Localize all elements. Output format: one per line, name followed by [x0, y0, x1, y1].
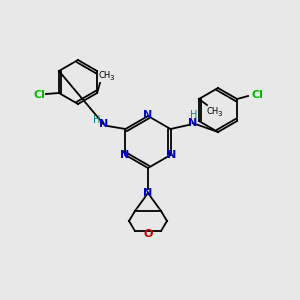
Text: 3: 3: [218, 111, 222, 117]
Text: O: O: [143, 229, 153, 239]
Text: Cl: Cl: [251, 90, 263, 100]
Text: N: N: [167, 150, 176, 160]
Text: H: H: [190, 110, 197, 120]
Text: H: H: [93, 115, 100, 125]
Text: N: N: [120, 150, 129, 160]
Text: Cl: Cl: [33, 90, 45, 100]
Text: N: N: [188, 118, 197, 128]
Text: 3: 3: [110, 75, 114, 81]
Text: CH: CH: [207, 106, 219, 116]
Text: N: N: [99, 119, 108, 129]
Text: N: N: [143, 188, 153, 198]
Text: N: N: [143, 110, 153, 120]
Text: CH: CH: [99, 70, 111, 80]
